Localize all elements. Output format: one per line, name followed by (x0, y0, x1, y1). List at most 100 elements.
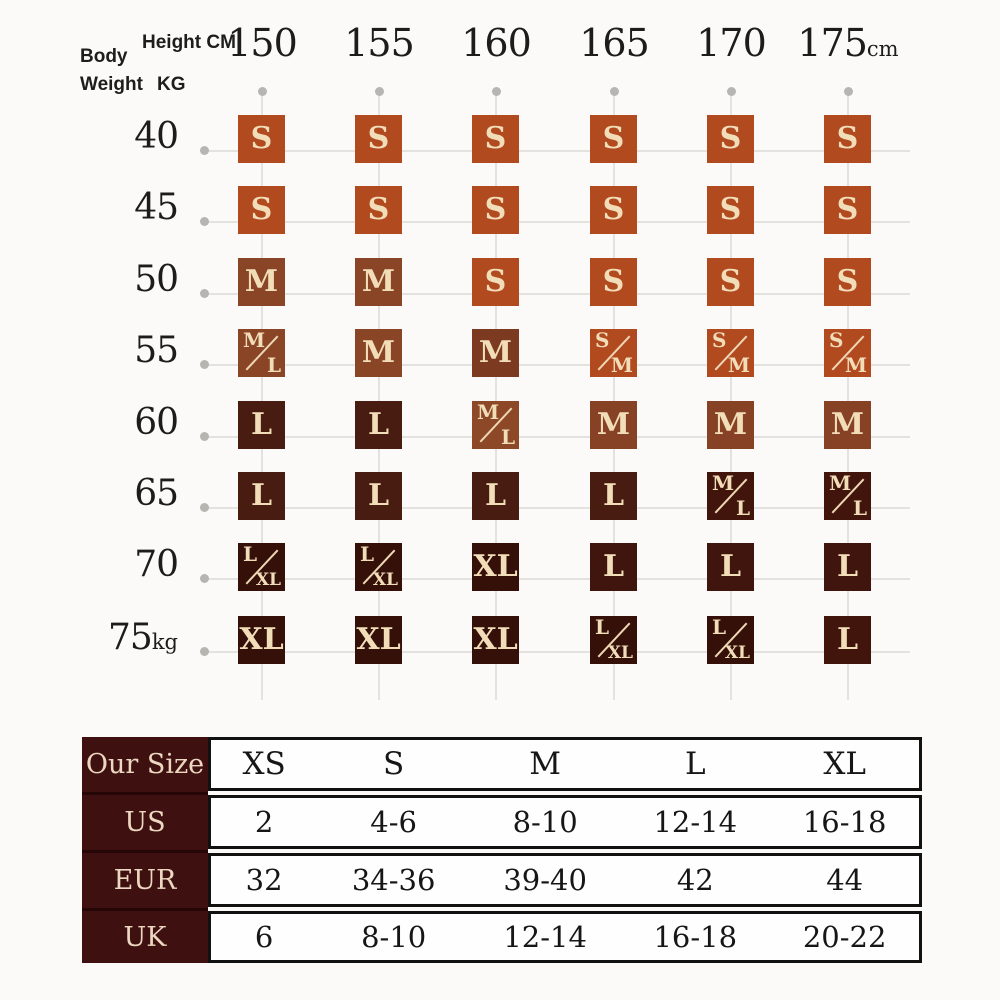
size-letter: XL (255, 570, 281, 590)
grid-hline (205, 221, 910, 223)
table-column-header: S (383, 745, 405, 782)
table-cell: 16-18 (653, 919, 738, 954)
table-cell: 32 (245, 862, 283, 897)
weight-tick: 70 (134, 544, 179, 585)
size-letter: M (361, 264, 396, 299)
size-letter: S (250, 121, 273, 156)
height-tick: 175cm (778, 24, 918, 62)
size-letter: S (250, 192, 273, 227)
grid-dot (200, 574, 209, 583)
size-cell: XL (238, 616, 285, 664)
grid-dot (375, 87, 384, 96)
size-cell: M (824, 401, 871, 449)
size-letter: S (712, 328, 727, 352)
size-letter: S (367, 121, 390, 156)
size-letter: S (836, 264, 859, 299)
tick-unit: kg (151, 630, 178, 654)
size-cell: XL (472, 616, 519, 664)
size-letter: L (602, 549, 625, 584)
size-letter: L (500, 425, 515, 449)
table-cell: 8-10 (361, 919, 427, 954)
size-letter: XL (239, 622, 284, 657)
weight-tick: 65 (134, 473, 179, 514)
size-cell: S (590, 186, 637, 234)
table-cell: 20-22 (802, 919, 887, 954)
table-cell: 16-18 (802, 804, 887, 839)
height-tick: 165 (579, 21, 650, 65)
size-cell: M (355, 258, 402, 306)
table-row-separator (82, 908, 208, 911)
grid-dot (200, 432, 209, 441)
table-column-header: L (684, 745, 706, 782)
table-cell: 39-40 (503, 862, 587, 897)
size-letter: S (719, 121, 742, 156)
size-cell: L XL (238, 543, 285, 591)
size-letter: L (852, 496, 867, 520)
size-letter: L (360, 542, 375, 566)
table-row-header: EUR (113, 864, 177, 896)
grid-dot (727, 87, 736, 96)
size-cell: S (590, 115, 637, 163)
height-tick: 150 (227, 21, 298, 65)
weight-tick: 45 (134, 187, 179, 228)
size-cell: S (707, 115, 754, 163)
grid-hline (205, 436, 910, 438)
size-letter: M (361, 335, 396, 370)
grid-vline (613, 95, 615, 700)
table-row: 32 34-36 39-40 42 44 (211, 856, 919, 904)
table-cell: 44 (826, 862, 864, 897)
table-column-header: XS (242, 745, 286, 782)
table-header-row: XS S M L XL (208, 737, 922, 791)
size-cell: L (355, 401, 402, 449)
weight-tick: 55 (134, 330, 179, 371)
size-letter: M (596, 407, 631, 442)
size-letter: L (250, 478, 273, 513)
size-letter: XL (356, 622, 401, 657)
grid-dot (844, 87, 853, 96)
size-cell: L XL (707, 616, 754, 664)
table-row: XS S M L XL (211, 740, 919, 788)
size-letter: L (719, 549, 742, 584)
table-cell: 42 (676, 862, 714, 897)
grid-hline (205, 507, 910, 509)
size-cell: XL (355, 616, 402, 664)
table-row-header: Our Size (85, 748, 205, 780)
table-column-header: M (529, 745, 562, 782)
size-letter: M (830, 407, 865, 442)
grid-vline (847, 95, 849, 700)
size-letter: L (602, 478, 625, 513)
size-cell: S (355, 186, 402, 234)
size-letter: M (478, 335, 513, 370)
size-cell: S (238, 186, 285, 234)
size-letter: XL (473, 549, 518, 584)
size-letter: M (243, 328, 266, 352)
size-cell: S (472, 115, 519, 163)
size-letter: M (727, 353, 750, 377)
size-letter: S (836, 192, 859, 227)
size-cell: L (590, 543, 637, 591)
height-tick: 160 (461, 21, 532, 65)
size-letter: L (250, 407, 273, 442)
grid-hline (205, 651, 910, 653)
size-cell: S (472, 258, 519, 306)
grid-vline (261, 95, 263, 700)
table-data-row: 32 34-36 39-40 42 44 (208, 853, 922, 907)
size-letter: S (484, 264, 507, 299)
tick-number: 175 (797, 21, 868, 65)
size-letter: M (610, 353, 633, 377)
height-axis-label: Height CM (142, 32, 236, 53)
size-letter: S (836, 121, 859, 156)
weight-unit-text: KG (156, 74, 186, 95)
grid-dot (610, 87, 619, 96)
size-cell: M (472, 329, 519, 377)
grid-hline (205, 578, 910, 580)
size-cell: L (355, 472, 402, 520)
size-cell: S (824, 258, 871, 306)
size-cell: L (824, 616, 871, 664)
size-cell: L XL (590, 616, 637, 664)
grid-dot (200, 360, 209, 369)
size-letter: L (836, 622, 859, 657)
